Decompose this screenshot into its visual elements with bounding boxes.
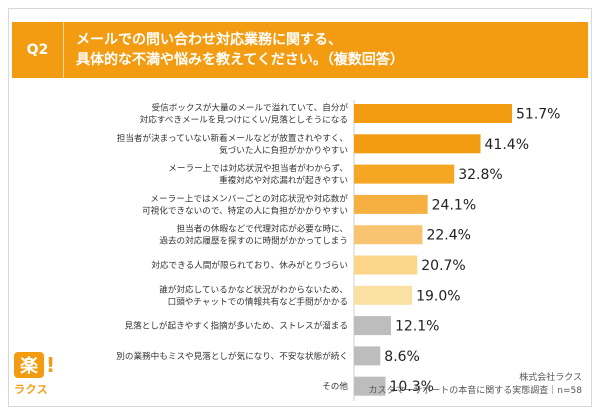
bar <box>354 255 418 275</box>
bar <box>354 285 413 305</box>
category-label: 担当者が決まっていない新着メールなどが放置されやすく、気づいた人に負担がかかりや… <box>117 132 348 156</box>
value-label: 22.4% <box>426 228 470 244</box>
question-header: Q2 メールでの問い合わせ対応業務に関する、 具体的な不満や悩みを教えてください… <box>12 22 588 78</box>
value-label: 20.7% <box>421 258 465 274</box>
value-label: 8.6% <box>384 349 420 365</box>
logo-exclaim: ! <box>46 353 56 377</box>
value-label: 19.0% <box>416 288 460 304</box>
value-label: 51.7% <box>516 107 560 123</box>
logo-mark: 楽 <box>14 352 44 378</box>
bar <box>354 164 455 184</box>
value-label: 24.1% <box>432 197 476 213</box>
category-label: 受信ボックスが大量のメールで溢れていて、自分が対応すべきメールを見つけにくい/見… <box>140 102 349 126</box>
value-label: 12.1% <box>395 319 439 335</box>
bar <box>354 376 386 396</box>
bar <box>354 316 391 336</box>
value-label: 32.8% <box>458 167 502 183</box>
bar <box>354 194 428 214</box>
question-number: Q2 <box>12 22 64 78</box>
bar <box>354 225 423 245</box>
logo-text: ラクス <box>14 383 49 396</box>
category-label: 担当者の休暇などで代理対応が必要な時に、過去の対応履歴を探すのに時間がかかってし… <box>159 223 348 247</box>
value-label: 41.4% <box>485 137 529 153</box>
category-label: 見落としが起きやすく指摘が多いため、ストレスが溜まる <box>125 320 348 332</box>
rakus-logo: 楽 ! ラクス <box>14 352 66 402</box>
bar <box>354 104 512 123</box>
source-company: 株式会社ラクス <box>519 373 582 383</box>
source-survey: カスタマーサポートの本音に関する実態調査｜n=58 <box>368 386 582 396</box>
category-label: その他 <box>322 380 348 392</box>
source-note: 株式会社ラクス カスタマーサポートの本音に関する実態調査｜n=58 <box>368 372 582 398</box>
category-label: 対応できる人間が限られており、休みがとりづらい <box>151 259 348 271</box>
value-label: 10.3% <box>389 379 433 395</box>
category-label: 誰が対応しているかなど状況がわからないため、口頭やチャットでの情報共有など手間が… <box>159 283 348 307</box>
bar <box>354 346 381 366</box>
category-label: 別の業務中もミスや見落としが気になり、不安な状態が続く <box>116 350 348 362</box>
category-label: メーラー上では対応状況や担当者がわからず、重複対応や対応漏れが起きやすい <box>168 162 348 186</box>
question-title: メールでの問い合わせ対応業務に関する、 具体的な不満や悩みを教えてください。（複… <box>76 32 404 68</box>
category-label: メーラー上ではメンバーごとの対応状況や対応数が可視化できないので、特定の人に負担… <box>142 192 348 216</box>
bar <box>354 134 481 154</box>
